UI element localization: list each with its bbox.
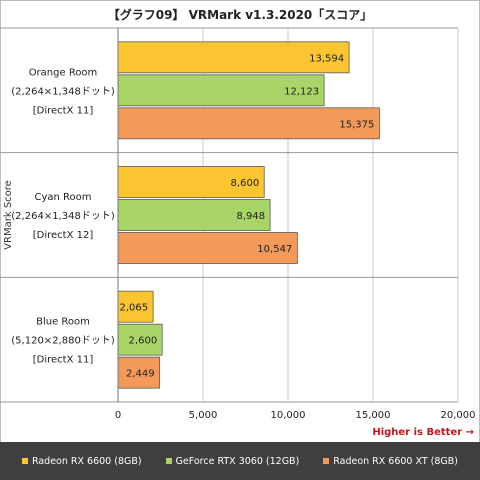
- category-label: [DirectX 12]: [33, 230, 94, 241]
- bar: [117, 323, 163, 356]
- x-tick-label: 10,000: [271, 410, 306, 421]
- legend: Radeon RX 6600 (8GB) GeForce RTX 3060 (1…: [0, 442, 480, 480]
- bar-value-label: 8,600: [231, 178, 260, 189]
- legend-swatch-rtx3060: [165, 458, 172, 464]
- legend-swatch-rx6600: [21, 458, 28, 464]
- x-tick-label: 5,000: [189, 410, 218, 421]
- category-label: Blue Room: [36, 317, 90, 328]
- category-label: Cyan Room: [34, 192, 91, 203]
- bar: [117, 290, 154, 323]
- bar: [117, 41, 350, 74]
- legend-item-rx6600: Radeon RX 6600 (8GB): [21, 455, 142, 467]
- legend-label-rx6600xt: Radeon RX 6600 XT (8GB): [333, 455, 459, 467]
- x-tick-label: 15,000: [356, 410, 391, 421]
- x-tick-label: 0: [115, 410, 121, 421]
- bar-value-label: 10,547: [257, 244, 292, 255]
- bar: [117, 107, 380, 140]
- bar: [117, 166, 265, 198]
- bar-value-label: 2,065: [119, 303, 148, 314]
- bar-value-label: 2,600: [129, 336, 158, 347]
- bar-value-label: 2,449: [126, 369, 155, 380]
- legend-label-rtx3060: GeForce RTX 3060 (12GB): [175, 455, 300, 467]
- bar-value-label: 15,375: [339, 119, 374, 130]
- legend-item-rx6600xt: Radeon RX 6600 XT (8GB): [323, 456, 458, 467]
- higher-is-better-note: Higher is Better →: [372, 427, 474, 438]
- chart-title: 【グラフ09】 VRMark v1.3.2020「スコア」: [107, 8, 373, 22]
- bar: [117, 356, 161, 389]
- bar: [117, 74, 325, 107]
- category-label: Orange Room: [29, 67, 98, 78]
- bar: [117, 199, 271, 231]
- legend-item-rtx3060: GeForce RTX 3060 (12GB): [165, 455, 300, 467]
- bar-value-label: 13,594: [309, 53, 344, 64]
- category-label: [DirectX 11]: [33, 355, 94, 366]
- bar: [117, 232, 298, 264]
- bar-value-label: 12,123: [284, 86, 319, 97]
- legend-label-rx6600: Radeon RX 6600 (8GB): [31, 455, 142, 467]
- y-axis-title: VRMark Score: [3, 180, 14, 250]
- bar-value-label: 8,948: [236, 211, 265, 222]
- legend-swatch-rx6600xt: [323, 458, 330, 464]
- category-label: (2,264×1,348ドット): [11, 86, 115, 97]
- category-label: [DirectX 11]: [33, 105, 94, 116]
- x-tick-label: 20,000: [441, 410, 476, 421]
- category-label: (5,120×2,880ドット): [11, 336, 115, 347]
- category-label: (2,264×1,348ドット): [11, 211, 115, 222]
